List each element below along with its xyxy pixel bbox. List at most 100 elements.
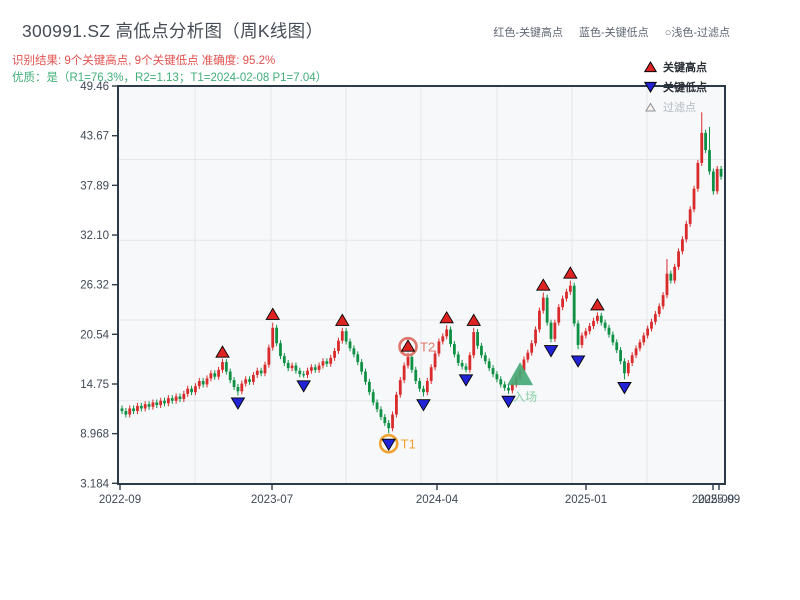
candle-body: [495, 374, 499, 380]
header-legend-key-low: 蓝色-关键低点: [579, 27, 649, 39]
candle-body: [661, 295, 665, 307]
candle-body: [224, 362, 228, 372]
candle-body: [503, 384, 507, 388]
candle-body: [429, 367, 433, 381]
entry-triangle: [507, 362, 534, 386]
key-low-marker: [416, 399, 431, 412]
grid-layer: [118, 86, 725, 484]
candle-body: [232, 380, 236, 388]
candle-body: [623, 361, 626, 374]
header-legend-key-high: 红色-关键高点: [493, 27, 564, 39]
candle-body: [561, 298, 565, 308]
quality-result-text: 优质：是（R1=76.3%，R2=1.13；T1=2024-02-08 P1=7…: [12, 72, 328, 84]
candle-body: [406, 356, 410, 366]
candle-body: [638, 342, 642, 349]
candle-body: [653, 314, 657, 322]
candle-body: [568, 285, 572, 292]
candle-body: [452, 344, 456, 355]
candle-body: [688, 209, 692, 224]
key-high-marker: [563, 266, 578, 279]
annotation-layer: 入场 T1 T2: [378, 336, 537, 454]
candle-body: [306, 370, 309, 375]
key-low-marker: [501, 395, 516, 409]
candle-body: [290, 365, 294, 369]
candle-body: [391, 414, 394, 429]
candle-body: [282, 356, 286, 363]
x-tick-label: 2024-04: [416, 494, 459, 506]
candle-body: [155, 402, 159, 406]
t2-label: T2: [420, 340, 435, 355]
candle-body: [387, 423, 391, 429]
candle-body: [364, 371, 367, 382]
candle-body: [395, 394, 398, 415]
header-legend-filtered: ○浅色-过滤点: [664, 27, 730, 39]
candle-body: [410, 356, 414, 370]
candle-body: [329, 357, 333, 364]
candle-body: [584, 331, 588, 336]
page-title: 300991.SZ 高低点分析图（周K线图）: [22, 21, 324, 41]
key-high-marker: [265, 307, 281, 320]
candle-body: [120, 408, 124, 412]
candle-body: [642, 335, 646, 343]
candle-body: [499, 379, 503, 385]
y-tick-label: 49.46: [80, 81, 109, 93]
candle-body: [650, 321, 653, 329]
key-low-marker: [570, 355, 586, 368]
candle-body: [143, 404, 147, 409]
candle-body: [669, 273, 673, 281]
candle-body: [425, 380, 429, 393]
candle-body: [340, 331, 344, 341]
candle-body: [267, 347, 271, 365]
candle-body: [437, 341, 441, 354]
candle-body: [139, 405, 143, 409]
candle-body: [159, 400, 163, 406]
candle-body: [700, 132, 704, 163]
candle-body: [483, 355, 487, 362]
key-low-marker: [381, 438, 396, 452]
axis-layer: 49.46 43.67 37.89 32.10 26.32 20.54 14.75 8.968…: [80, 81, 740, 506]
candle-body: [553, 322, 557, 339]
candle-body: [182, 393, 186, 400]
candle-body: [170, 398, 174, 401]
candle-body: [228, 371, 232, 381]
candle-body: [595, 315, 599, 321]
outline-triangle-up-icon: [644, 101, 657, 113]
candle-body: [708, 150, 711, 172]
candle-body: [360, 362, 364, 372]
candle-body: [352, 348, 356, 355]
candle-body: [213, 373, 217, 377]
candle-body: [205, 378, 209, 385]
x-tick-label: 2025-09: [698, 494, 740, 506]
candle-body: [588, 326, 592, 332]
candle-body: [194, 386, 197, 393]
candle-body: [163, 400, 166, 404]
candle-body: [572, 285, 576, 324]
x-tick-label: 2022-09: [99, 494, 141, 506]
candle-body: [259, 370, 263, 374]
candle-body: [190, 388, 193, 393]
candle-body: [136, 405, 139, 412]
legend-label: 关键高点: [663, 61, 707, 74]
candle-body: [414, 369, 418, 381]
key-high-marker: [215, 345, 230, 358]
key-high-marker: [439, 310, 454, 324]
x-tick-label: 2023-07: [251, 494, 293, 506]
key-high-marker: [335, 313, 350, 326]
candle-body: [646, 328, 650, 336]
candle-body: [580, 335, 584, 345]
candle-body: [367, 381, 371, 393]
candle-body: [298, 370, 302, 375]
candle-body: [132, 408, 135, 412]
candle-body: [255, 370, 259, 375]
t2-ring: [398, 336, 418, 357]
candle-body: [657, 306, 661, 315]
y-tick-label: 3.184: [80, 478, 109, 490]
candle-body: [178, 396, 182, 400]
candle-body: [507, 387, 510, 391]
candle-body: [418, 380, 422, 389]
candle-body: [383, 417, 387, 424]
candle-body: [398, 380, 402, 395]
candle-body: [534, 329, 537, 344]
y-tick-label: 37.89: [80, 180, 109, 192]
